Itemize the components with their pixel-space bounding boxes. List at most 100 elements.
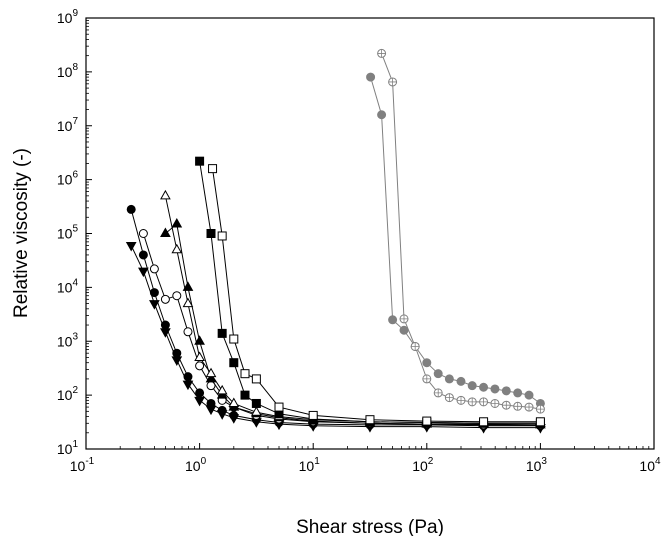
data-point-cross — [525, 403, 534, 412]
y-tick-label: 104 — [57, 277, 79, 295]
data-point — [194, 396, 205, 407]
data-point — [172, 348, 182, 358]
y-tick-label: 101 — [57, 439, 79, 457]
data-point — [444, 374, 454, 384]
y-axis-title: Relative viscosity (-) — [11, 148, 32, 318]
data-point-cross — [434, 388, 443, 397]
data-point-cross — [445, 393, 454, 402]
data-point — [216, 384, 228, 395]
data-point — [138, 250, 148, 260]
data-point — [479, 382, 489, 392]
data-point — [274, 402, 284, 412]
data-point — [126, 204, 136, 214]
data-point — [228, 397, 240, 407]
series-layer — [125, 48, 546, 434]
data-point — [217, 405, 227, 415]
data-point — [195, 361, 205, 371]
data-point — [467, 381, 477, 391]
y-tick-label: 103 — [57, 331, 79, 349]
data-point — [149, 288, 159, 298]
data-point — [251, 374, 261, 384]
data-point — [229, 410, 239, 420]
data-point-cross — [468, 397, 477, 406]
x-tick-label: 103 — [526, 456, 548, 474]
data-point — [160, 227, 171, 237]
data-point — [422, 416, 432, 426]
data-point-cross — [513, 402, 522, 411]
data-point — [490, 384, 500, 394]
data-point-cross — [490, 399, 499, 408]
data-point — [194, 335, 205, 345]
data-point-cross — [377, 49, 386, 58]
series-line — [212, 168, 541, 423]
data-point-cross — [502, 401, 511, 410]
series-line — [165, 223, 541, 426]
data-point — [160, 189, 171, 200]
x-tick-label: 100 — [185, 456, 207, 474]
x-tick-label: 101 — [299, 456, 321, 474]
data-point — [240, 369, 250, 379]
data-point — [183, 327, 193, 337]
data-point — [422, 358, 432, 368]
data-point — [208, 164, 218, 174]
data-point — [366, 72, 376, 82]
y-tick-label: 109 — [57, 8, 79, 26]
data-point — [251, 406, 262, 416]
y-tick-label: 106 — [57, 170, 79, 188]
data-point-cross — [411, 342, 420, 351]
data-point-cross — [400, 314, 409, 323]
data-point — [524, 390, 534, 400]
data-point-cross — [479, 397, 488, 406]
data-point — [217, 328, 227, 338]
data-point — [399, 325, 409, 335]
data-point — [183, 372, 193, 382]
data-point — [535, 417, 545, 427]
y-tick-label: 102 — [57, 385, 79, 403]
data-point — [160, 320, 170, 330]
data-point — [195, 156, 205, 166]
data-point — [217, 231, 227, 241]
x-tick-label: 10-1 — [70, 456, 95, 474]
data-point-cross — [536, 405, 545, 414]
y-tick-label: 108 — [57, 62, 79, 80]
series-line — [381, 53, 541, 410]
data-point — [479, 417, 489, 427]
data-point — [377, 110, 387, 120]
data-point — [229, 358, 239, 368]
y-tick-label: 105 — [57, 224, 79, 242]
data-point — [206, 229, 216, 238]
data-point — [388, 315, 398, 325]
series-line — [130, 245, 541, 429]
data-point — [456, 376, 466, 386]
data-point-cross — [388, 77, 397, 86]
data-point — [172, 291, 182, 301]
data-point — [138, 229, 148, 238]
data-point — [513, 388, 523, 398]
series-line — [370, 76, 541, 404]
data-point — [501, 386, 511, 396]
x-tick-label: 104 — [639, 456, 661, 474]
data-point — [229, 334, 239, 344]
data-point — [149, 264, 159, 274]
series-line — [130, 209, 541, 427]
data-point — [194, 351, 205, 361]
data-point — [205, 367, 217, 378]
data-point — [308, 410, 318, 420]
data-point — [240, 390, 250, 400]
data-point — [206, 398, 216, 408]
data-point — [171, 217, 183, 228]
data-point-cross — [422, 374, 431, 383]
data-point — [433, 369, 443, 379]
data-point — [365, 415, 375, 425]
data-point — [182, 297, 194, 308]
series-line — [199, 161, 541, 424]
data-point — [251, 398, 261, 408]
x-axis-title: Shear stress (Pa) — [296, 517, 444, 536]
x-tick-label: 102 — [412, 456, 434, 474]
data-point — [195, 388, 205, 398]
data-point — [182, 281, 194, 291]
data-point — [125, 241, 137, 252]
tick-layer: 10-1 100 101 102 103 104 101 102 103 104 105 106 107… — [57, 8, 661, 474]
data-point — [138, 267, 149, 278]
